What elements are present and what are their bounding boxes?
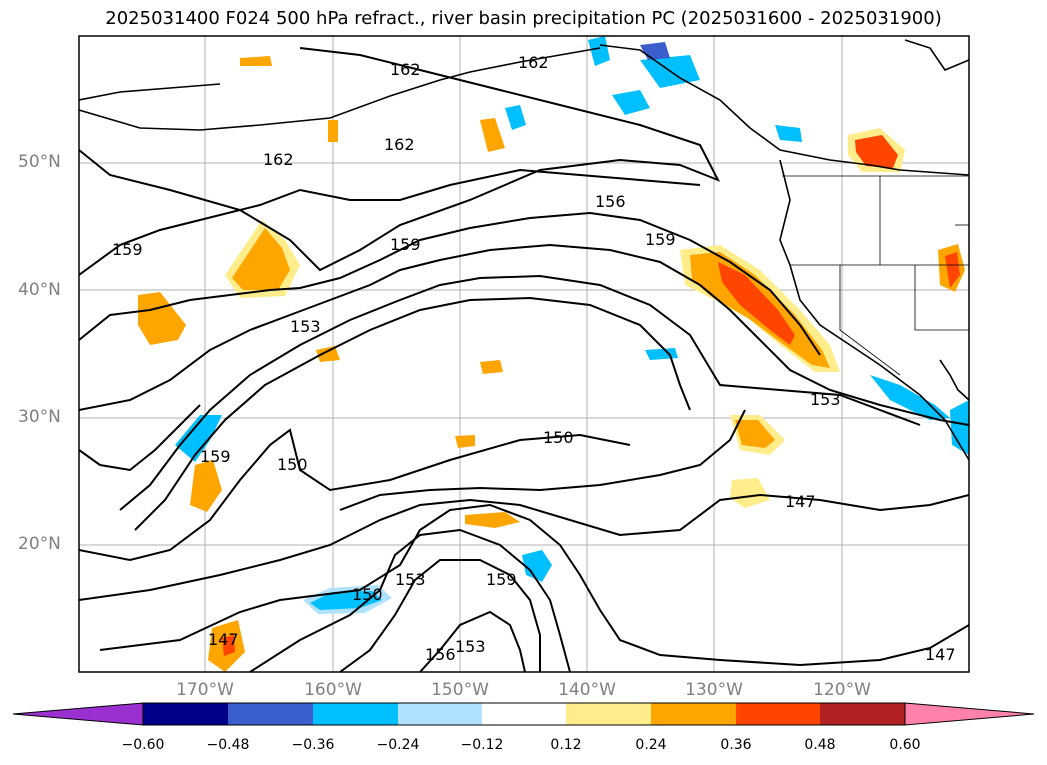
precip-patch-sw-blue xyxy=(175,415,222,462)
colorbar-tick-label: 0.36 xyxy=(720,737,752,753)
contour-label: 159 xyxy=(645,230,676,249)
contour-label: 162 xyxy=(263,150,294,169)
lat-label: 40°N xyxy=(18,280,61,300)
contour-label: 153 xyxy=(395,570,426,589)
contour-labels: 162 162 162 162 159 156 159 159 153 159 … xyxy=(112,53,956,664)
contour-label: 159 xyxy=(390,235,421,254)
precip-patch-13n-core xyxy=(222,635,235,656)
contour-label: 162 xyxy=(518,53,549,72)
precip-patch-35n-blue xyxy=(645,348,678,360)
colorbar-tick-label: 0.48 xyxy=(804,737,836,753)
colorbar-tick-label: 0.12 xyxy=(550,737,582,753)
lat-label: 30°N xyxy=(18,407,61,427)
gridlines xyxy=(79,36,969,672)
precip-patch-w35 xyxy=(138,292,186,345)
lat-label: 20°N xyxy=(18,534,61,554)
precip-patch-pnw-core xyxy=(855,135,898,168)
contour-label: 147 xyxy=(785,492,816,511)
contour-label: 159 xyxy=(486,570,517,589)
colorbar-swatch xyxy=(820,703,905,725)
precip-patch-53n xyxy=(328,120,338,142)
colorbar-swatch xyxy=(398,703,482,725)
precip-patch-alaska-blue2 xyxy=(612,90,650,115)
precip-patch-35n-orange xyxy=(316,346,340,362)
contour-label: 162 xyxy=(390,60,421,79)
contour-label: 147 xyxy=(208,630,239,649)
precip-patch-alaska-dark xyxy=(640,42,670,60)
contour-label: 150 xyxy=(277,455,308,474)
colorbar-tick-label: 0.24 xyxy=(635,737,667,753)
precip-patches xyxy=(138,36,969,672)
contour-label: 150 xyxy=(543,428,574,447)
colorbar-swatch xyxy=(566,703,651,725)
colorbar-tick-label: −0.24 xyxy=(376,737,420,753)
precip-patch-nevada-core xyxy=(945,252,960,288)
colorbar-tick-label: −0.36 xyxy=(291,737,335,753)
map-title: 2025031400 F024 500 hPa refract., river … xyxy=(105,8,942,29)
precip-patch-baja-blue xyxy=(950,400,969,455)
colorbar-swatch xyxy=(143,703,228,725)
lon-label: 120°W xyxy=(813,680,871,700)
height-contours xyxy=(79,47,969,672)
precip-patch-55n-blue xyxy=(505,105,526,130)
colorbar-extend-left xyxy=(12,702,144,726)
precip-patch-21n xyxy=(465,512,520,528)
precip-patch-socal-blue xyxy=(870,375,950,420)
contour-label: 150 xyxy=(352,585,383,604)
colorbar-swatch xyxy=(228,703,313,725)
precip-patch-33n xyxy=(480,360,503,374)
precip-patch-california-core xyxy=(718,262,795,345)
contour-label: 153 xyxy=(290,317,321,336)
coastlines xyxy=(79,39,969,461)
colorbar-swatch xyxy=(736,703,820,725)
contour-label: 156 xyxy=(425,645,456,664)
colorbar xyxy=(12,702,1035,726)
colorbar-swatch xyxy=(313,703,398,725)
lon-label: 170°W xyxy=(176,680,234,700)
precip-patch-blue-17n-core xyxy=(310,591,382,610)
precip-patch-28n xyxy=(455,435,475,448)
precip-patch-29n-core xyxy=(735,420,775,448)
precip-patch-alaska-blue xyxy=(588,36,610,66)
lon-label: 150°W xyxy=(431,680,489,700)
colorbar-tick-label: −0.12 xyxy=(460,737,504,753)
precip-patch-w40-core xyxy=(232,228,290,290)
colorbar-tick-label: −0.60 xyxy=(121,737,165,753)
lon-label: 130°W xyxy=(685,680,743,700)
contour-label: 159 xyxy=(200,447,231,466)
colorbar-swatch xyxy=(482,703,566,725)
lat-label: 50°N xyxy=(18,152,61,172)
contour-label: 162 xyxy=(384,135,415,154)
colorbar-extend-right xyxy=(904,702,1035,726)
colorbar-swatch xyxy=(651,703,736,725)
state-borders xyxy=(782,175,969,376)
contour-label: 159 xyxy=(112,240,143,259)
plot-frame xyxy=(78,35,970,673)
contour-label: 153 xyxy=(810,390,841,409)
precip-patch-22n xyxy=(730,478,770,508)
precip-patch-blue-19n xyxy=(522,550,552,582)
precip-patch-52n xyxy=(480,118,505,152)
precip-patch-sw xyxy=(190,460,222,512)
contour-label: 153 xyxy=(455,637,486,656)
precip-patch-56n xyxy=(240,56,272,66)
colorbar-tick-label: −0.48 xyxy=(206,737,250,753)
lon-label: 140°W xyxy=(558,680,616,700)
contour-label: 156 xyxy=(595,192,626,211)
precip-patch-51n-blue xyxy=(775,125,802,142)
contour-label: 147 xyxy=(925,645,956,664)
colorbar-tick-label: 0.60 xyxy=(889,737,921,753)
lon-label: 160°W xyxy=(304,680,362,700)
